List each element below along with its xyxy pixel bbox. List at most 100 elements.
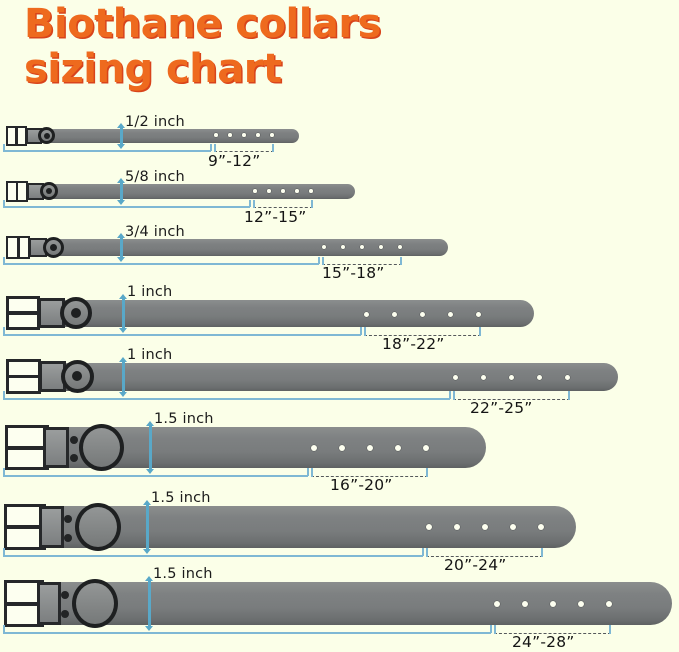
width-indicator-arrow — [148, 580, 151, 627]
length-end-tick — [3, 144, 5, 151]
size-range-label: 16”-20” — [330, 476, 393, 494]
width-label: 1.5 inch — [153, 566, 213, 582]
page-title: Biothane collars sizing chart — [24, 2, 664, 92]
strap-hole — [453, 375, 458, 380]
size-range-label: 24”-28” — [512, 633, 575, 651]
total-length-line — [3, 632, 491, 634]
strap-hole — [253, 189, 257, 193]
range-end-tick — [400, 257, 402, 265]
strap-hole — [242, 133, 246, 137]
collar-strap — [22, 300, 534, 327]
width-label: 1 inch — [127, 347, 173, 363]
range-end-tick — [453, 391, 455, 400]
length-end-tick — [3, 625, 5, 633]
buckle-center-bar — [16, 236, 20, 259]
range-end-tick — [609, 625, 611, 634]
buckle-rivet — [70, 454, 78, 462]
strap-hole — [367, 445, 373, 451]
size-range-dash — [494, 633, 611, 634]
d-ring-core — [50, 244, 57, 251]
strap-hole — [423, 445, 429, 451]
size-range-dash — [253, 207, 313, 208]
strap-hole — [565, 375, 570, 380]
strap-hole — [267, 189, 271, 193]
range-end-tick — [479, 327, 481, 336]
buckle-center-bar — [6, 374, 41, 378]
collar-d-ring — [60, 297, 92, 329]
total-length-line — [3, 555, 423, 557]
strap-hole — [281, 189, 285, 193]
buckle-tongue — [37, 582, 61, 625]
collar-d-ring — [75, 503, 121, 551]
range-end-tick — [253, 200, 255, 208]
buckle-tongue — [39, 506, 64, 548]
width-indicator-arrow — [146, 504, 149, 550]
range-end-tick — [494, 625, 496, 634]
strap-hole — [509, 375, 514, 380]
strap-hole — [339, 445, 345, 451]
strap-hole — [537, 375, 542, 380]
range-end-tick — [214, 144, 216, 152]
buckle-rivet — [70, 436, 78, 444]
size-range-dash — [311, 476, 428, 477]
length-end-tick — [422, 548, 424, 556]
range-end-tick — [311, 200, 313, 208]
buckle-rivet — [64, 534, 72, 542]
total-length-line — [3, 398, 450, 400]
size-range-label: 15”-18” — [322, 264, 385, 282]
strap-hole — [522, 601, 528, 607]
strap-hole — [360, 245, 364, 249]
collar-strap — [18, 184, 355, 199]
width-indicator-arrow — [120, 237, 123, 258]
d-ring-core — [43, 132, 50, 139]
range-end-tick — [311, 468, 313, 477]
range-end-tick — [568, 391, 570, 400]
buckle-center-bar — [4, 525, 46, 529]
strap-hole — [395, 445, 401, 451]
width-indicator-arrow — [122, 298, 125, 329]
total-length-line — [3, 263, 319, 265]
length-end-tick — [360, 327, 362, 335]
length-end-tick — [3, 548, 5, 556]
buckle-center-bar — [15, 181, 18, 202]
total-length-line — [3, 334, 361, 336]
size-range-label: 20”-24” — [444, 556, 507, 574]
width-label: 3/4 inch — [125, 224, 185, 240]
range-end-tick — [426, 468, 428, 477]
d-ring-core — [72, 371, 82, 381]
collar-strap — [18, 129, 299, 143]
strap-hole — [420, 312, 425, 317]
size-range-label: 9”-12” — [208, 152, 261, 170]
title-line-2: sizing chart — [24, 46, 282, 92]
width-label: 1.5 inch — [154, 411, 214, 427]
strap-hole — [494, 601, 500, 607]
strap-hole — [538, 524, 544, 530]
size-range-dash — [453, 399, 570, 400]
range-end-tick — [272, 144, 274, 152]
buckle-rivet — [61, 610, 69, 618]
strap-hole — [341, 245, 345, 249]
title-line-1: Biothane collars — [24, 1, 381, 47]
length-end-tick — [3, 391, 5, 399]
buckle-center-bar — [15, 126, 18, 146]
length-end-tick — [307, 468, 309, 476]
range-end-tick — [541, 548, 543, 557]
buckle-center-bar — [4, 601, 44, 606]
range-end-tick — [426, 548, 428, 557]
length-end-tick — [3, 468, 5, 476]
width-label: 1/2 inch — [125, 114, 185, 130]
total-length-line — [3, 150, 211, 152]
collar-strap — [20, 582, 672, 625]
size-range-dash — [426, 556, 543, 557]
strap-hole — [270, 133, 274, 137]
strap-hole — [295, 189, 299, 193]
strap-hole — [364, 312, 369, 317]
d-ring-core — [46, 188, 52, 194]
length-end-tick — [3, 257, 5, 264]
strap-hole — [481, 375, 486, 380]
collar-d-ring — [72, 579, 118, 628]
strap-hole — [578, 601, 584, 607]
length-end-tick — [210, 144, 212, 151]
buckle-center-bar — [6, 311, 40, 315]
